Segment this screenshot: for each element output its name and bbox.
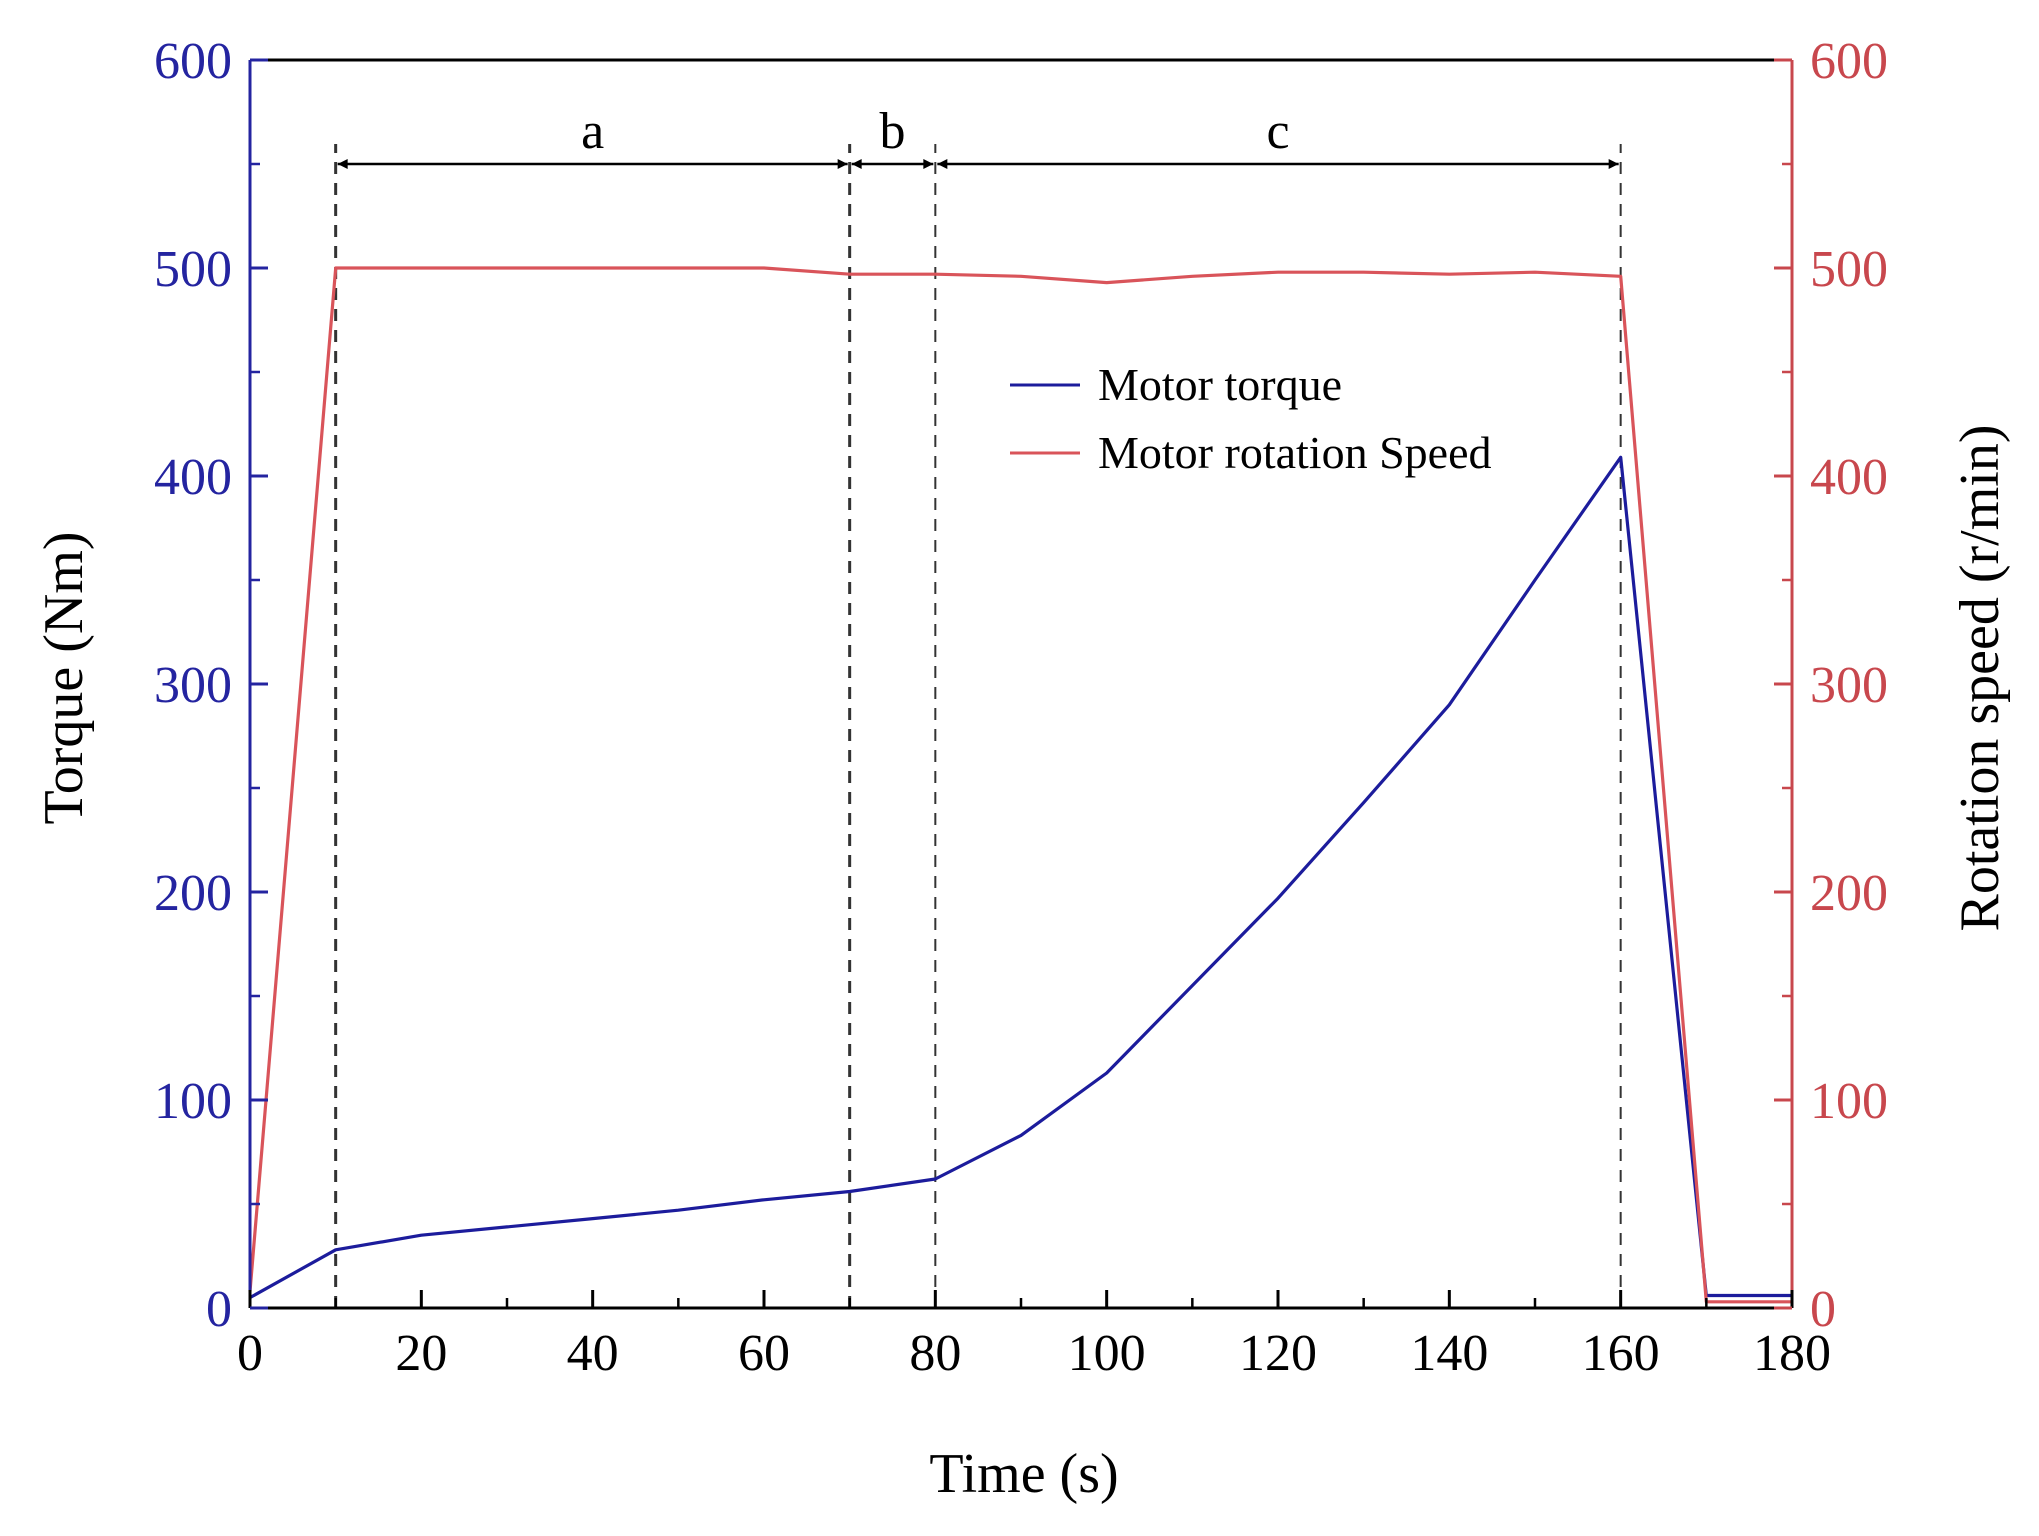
torque-point xyxy=(1619,456,1622,459)
torque-point xyxy=(848,1190,851,1193)
torque-point xyxy=(1105,1071,1108,1075)
speed-point xyxy=(1533,270,1537,274)
torque-point xyxy=(1019,1134,1023,1137)
speed-point xyxy=(762,266,766,270)
torque-point xyxy=(505,1225,509,1229)
speed-point xyxy=(420,266,423,270)
torque-point xyxy=(1191,984,1194,987)
plot-series xyxy=(248,266,1794,1304)
y2-tick-label: 500 xyxy=(1810,241,1888,298)
torque-line xyxy=(249,455,1792,1299)
y2-tick-label: 600 xyxy=(1810,33,1888,90)
torque-point xyxy=(334,1248,337,1251)
y2-tick-label: 0 xyxy=(1810,1281,1836,1338)
y2-tick-label: 300 xyxy=(1810,657,1888,714)
speed-point xyxy=(334,266,337,270)
x-tick-label: 160 xyxy=(1582,1325,1660,1382)
speed-point xyxy=(591,266,594,270)
y-tick-label: 0 xyxy=(206,1281,232,1338)
torque-point xyxy=(1276,897,1280,900)
torque-point xyxy=(1362,801,1365,804)
legend: Motor torque Motor rotation Speed xyxy=(1010,359,1492,478)
speed-line xyxy=(248,266,1792,1304)
torque-point xyxy=(762,1198,766,1202)
y2-tick-label: 200 xyxy=(1810,865,1888,922)
legend-label-torque: Motor torque xyxy=(1098,359,1342,410)
x-tick-label: 140 xyxy=(1410,1325,1488,1382)
speed-point xyxy=(1362,270,1365,274)
x-tick-label: 20 xyxy=(395,1325,447,1382)
x-tick-label: 80 xyxy=(909,1325,961,1382)
x-tick-label: 40 xyxy=(567,1325,619,1382)
y2-axis-title: Rotation speed (r/min) xyxy=(1949,424,2011,931)
speed-point xyxy=(1276,270,1280,274)
x-tick-label: 100 xyxy=(1068,1325,1146,1382)
y-tick-label: 200 xyxy=(154,865,232,922)
x-tick-label: 180 xyxy=(1753,1325,1831,1382)
phase-label-a: a xyxy=(581,103,604,160)
torque-point xyxy=(1533,578,1537,582)
y-tick-label: 300 xyxy=(154,657,232,714)
speed-point xyxy=(934,273,937,276)
torque-point xyxy=(420,1234,423,1237)
phase-label-b: b xyxy=(880,103,906,160)
torque-point xyxy=(1448,703,1451,706)
x-tick-label: 60 xyxy=(738,1325,790,1382)
speed-point xyxy=(848,273,851,276)
phase-annotations: a b c xyxy=(334,103,1622,1308)
speed-point xyxy=(1619,275,1622,278)
phase-label-c: c xyxy=(1266,103,1289,160)
x-tick-label: 0 xyxy=(237,1325,263,1382)
y-tick-label: 500 xyxy=(154,241,232,298)
speed-point xyxy=(1019,275,1023,278)
legend-label-speed: Motor rotation Speed xyxy=(1098,427,1492,478)
x-tick-label: 120 xyxy=(1239,1325,1317,1382)
y2-tick-label: 100 xyxy=(1810,1073,1888,1130)
y-tick-label: 400 xyxy=(154,449,232,506)
torque-point xyxy=(591,1217,594,1220)
speed-point xyxy=(1448,273,1451,276)
torque-point xyxy=(934,1177,937,1181)
axes: 0 20 40 60 80 100 120 140 160 1800100200300400500… xyxy=(154,33,1888,1382)
x-axis-title: Time (s) xyxy=(929,1443,1118,1505)
y2-tick-label: 400 xyxy=(1810,449,1888,506)
y-tick-label: 600 xyxy=(154,33,232,90)
y-axis-title: Torque (Nm) xyxy=(33,531,95,824)
speed-point xyxy=(1105,281,1108,284)
torque-point xyxy=(677,1209,680,1212)
y-tick-label: 100 xyxy=(154,1073,232,1130)
speed-point xyxy=(1191,275,1194,278)
